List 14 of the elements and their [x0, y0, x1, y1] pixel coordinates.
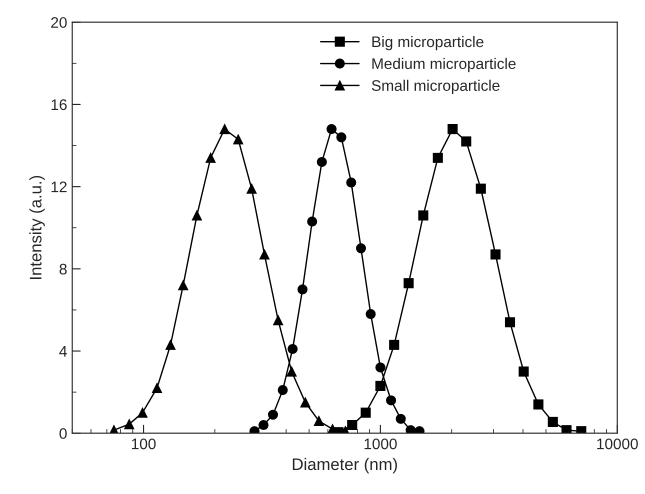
x-tick-label: 1000 [364, 438, 397, 450]
y-tick-label: 12 [52, 182, 67, 192]
y-axis-title: Intensity (a.u.) [29, 176, 45, 279]
y-tick-label: 4 [59, 346, 67, 357]
y-tick-label: 0 [59, 428, 67, 439]
x-tick-label: 10000 [597, 438, 638, 450]
y-tick-label: 8 [60, 264, 67, 275]
legend-label: Medium microparticle [372, 58, 516, 72]
legend-label: Big microparticle [372, 36, 484, 50]
x-tick-label: 100 [132, 438, 156, 450]
y-tick-label: 20 [51, 17, 67, 28]
y-tick-label: 16 [52, 99, 67, 110]
legend-label: Small microparticle [372, 80, 500, 94]
x-axis-title: Diameter (nm) [292, 458, 397, 474]
